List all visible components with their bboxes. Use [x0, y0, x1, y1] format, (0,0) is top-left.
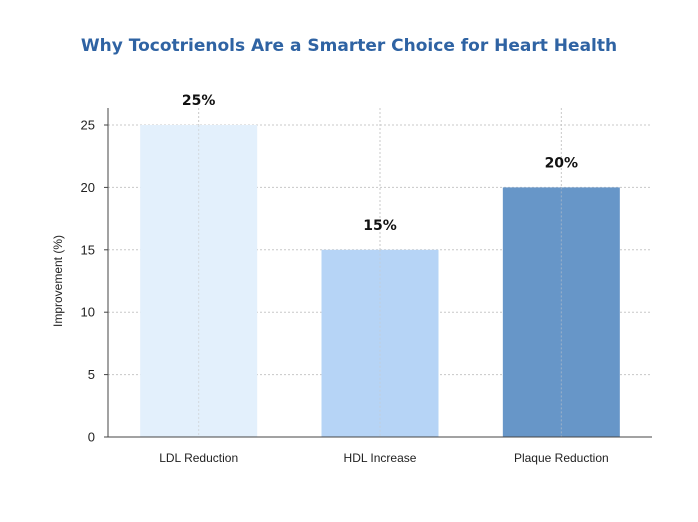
y-tick-label: 0: [88, 430, 95, 445]
labels: 0 5 10 15 20 25 25% LDL Reduction 15% HDL Increas…: [81, 93, 609, 465]
x-tick-label: LDL Reduction: [159, 451, 238, 465]
y-tick-label: 25: [81, 118, 95, 133]
x-tick-label: HDL Increase: [344, 451, 417, 465]
y-tick-label: 10: [81, 305, 95, 320]
y-tick-label: 5: [88, 367, 95, 382]
y-tick-label: 20: [81, 180, 95, 195]
axes: [104, 108, 652, 438]
y-tick-label: 15: [81, 242, 95, 257]
y-axis-title: Improvement (%): [51, 235, 65, 327]
chart-title: Why Tocotrienols Are a Smarter Choice fo…: [80, 36, 618, 56]
x-tick-label: Plaque Reduction: [514, 451, 609, 465]
data-label: 15%: [363, 218, 397, 234]
data-label: 25%: [182, 93, 216, 109]
data-label: 20%: [545, 155, 579, 171]
